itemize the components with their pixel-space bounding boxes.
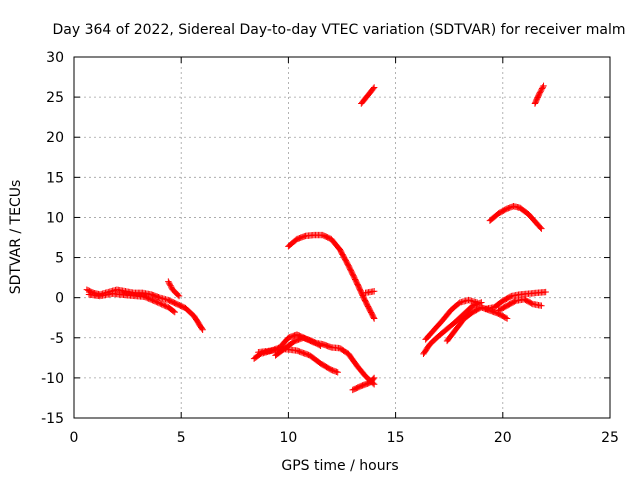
x-tick-label: 10 (279, 430, 297, 446)
series-arc-9 (362, 288, 378, 297)
data-point (540, 82, 547, 90)
data-point (158, 301, 165, 308)
data-point (166, 281, 173, 288)
series-arc-7 (349, 374, 378, 394)
data-point (538, 85, 546, 92)
data-point (159, 301, 167, 309)
series-arc-5 (255, 345, 341, 376)
data-point (370, 315, 378, 322)
data-point (370, 314, 377, 321)
data-point (199, 326, 206, 333)
data-point (473, 299, 481, 306)
x-tick-label: 25 (601, 430, 619, 446)
series-arc-14 (482, 288, 549, 313)
data-point (334, 369, 341, 376)
data-point (502, 314, 510, 322)
data-point (538, 302, 545, 309)
x-tick-label: 0 (70, 430, 79, 446)
data-point (370, 288, 378, 295)
series-arc-10 (358, 84, 378, 107)
data-point (370, 85, 377, 92)
data-point (539, 84, 547, 91)
series-arc-15 (495, 296, 545, 314)
data-point (537, 88, 544, 95)
x-tick-label: 20 (494, 430, 512, 446)
y-tick-label: 5 (55, 251, 64, 267)
data-point (538, 86, 545, 94)
series-arc-2 (85, 290, 178, 316)
data-point (162, 302, 169, 310)
data-point (155, 299, 163, 307)
data-point (370, 84, 378, 91)
data-point (167, 282, 174, 289)
data-point (171, 308, 178, 316)
y-tick-label: 30 (46, 50, 64, 66)
data-point (157, 300, 164, 307)
data-point (537, 224, 544, 231)
data-point (542, 288, 549, 296)
series-arc-3 (165, 278, 183, 300)
data-point (511, 298, 518, 305)
data-point (536, 89, 544, 96)
data-point (175, 292, 183, 300)
y-tick-label: 20 (46, 130, 64, 146)
data-point (198, 325, 206, 332)
points-layer (83, 82, 549, 394)
series-arc-16 (486, 203, 545, 232)
data-point (317, 342, 324, 349)
x-tick-label: 15 (387, 430, 405, 446)
data-point (370, 374, 378, 382)
chart-title: Day 364 of 2022, Sidereal Day-to-day VTE… (53, 22, 626, 38)
data-point (161, 302, 168, 309)
data-point (170, 308, 177, 315)
data-point (370, 375, 377, 383)
label-layer: 0 5 10 15 20 25 -15 -10 -5 0 5 10 15 20 25 30 (41, 50, 619, 446)
data-point (165, 279, 173, 287)
y-tick-label: 25 (46, 90, 64, 106)
series-arc-12 (422, 296, 481, 343)
y-tick-label: -10 (41, 371, 64, 387)
series-arc-11 (420, 299, 485, 358)
series-arc-13 (443, 304, 511, 345)
x-tick-label: 5 (177, 430, 186, 446)
x-axis-label: GPS time / hours (281, 458, 398, 474)
y-tick-label: -5 (50, 331, 64, 347)
data-point (167, 283, 175, 291)
data-point (165, 278, 172, 285)
y-axis-label: SDTVAR / TECUs (8, 180, 24, 295)
data-point (506, 293, 514, 300)
y-tick-label: 10 (46, 210, 64, 226)
series-arc-6 (272, 334, 324, 359)
data-point (503, 315, 511, 322)
data-point (538, 225, 545, 232)
series-arc-8 (285, 231, 378, 322)
y-tick-label: -15 (41, 411, 64, 427)
data-point (370, 381, 378, 388)
grid-layer (74, 57, 610, 418)
data-point (154, 299, 161, 306)
y-tick-label: 15 (46, 170, 64, 186)
plot-frame (73, 56, 611, 419)
data-point (316, 341, 323, 349)
data-point (536, 90, 543, 98)
series-arc-17 (531, 82, 547, 107)
data-point (528, 300, 535, 307)
y-tick-label: 0 (55, 291, 64, 307)
data-point (174, 291, 182, 299)
